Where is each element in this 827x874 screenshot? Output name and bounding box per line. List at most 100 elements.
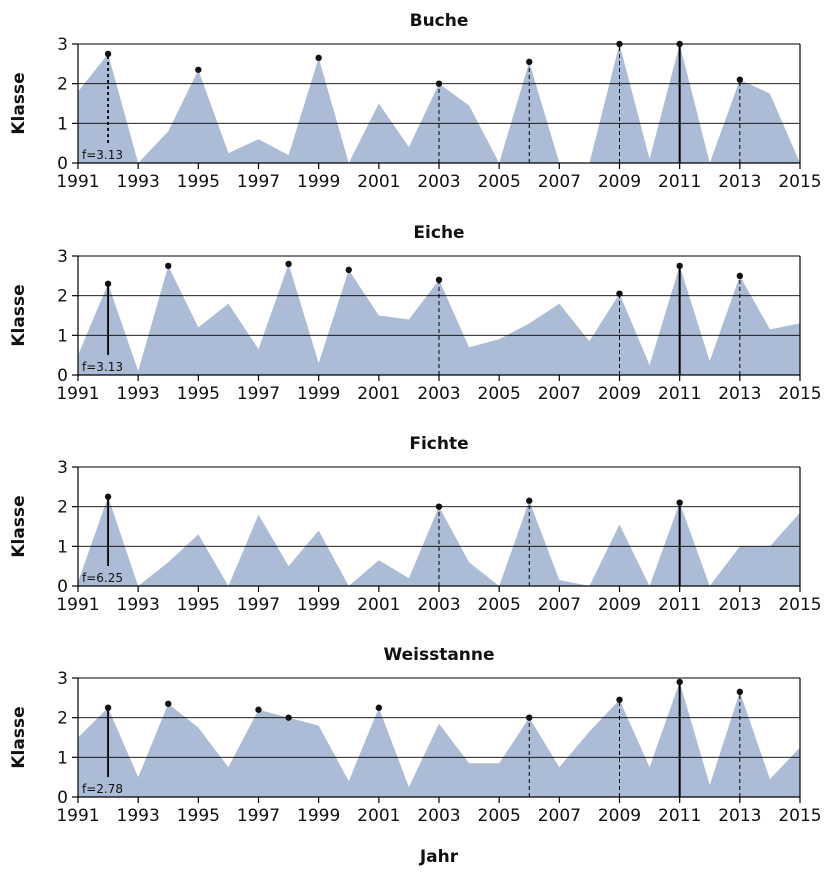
peak-dot	[104, 704, 112, 711]
x-tick-label: 1997	[237, 172, 280, 192]
peak-dot	[616, 40, 623, 48]
x-axis-label: Jahr	[419, 847, 459, 867]
y-tick-label: 3	[57, 669, 68, 689]
x-tick-label: 1991	[56, 384, 99, 404]
peak-dot	[526, 714, 533, 721]
y-tick-label: 3	[57, 247, 68, 267]
x-tick-label: 2005	[478, 595, 521, 615]
x-tick-label: 1993	[117, 384, 160, 404]
x-tick-label: 1999	[297, 172, 340, 192]
peak-dot	[676, 40, 683, 48]
x-tick-label: 2013	[718, 172, 761, 192]
x-tick-label: 2011	[658, 384, 701, 404]
x-tick-label: 1997	[237, 595, 280, 615]
x-tick-label: 2007	[538, 595, 581, 615]
x-tick-label: 2011	[658, 806, 701, 826]
f-annotation: f=3.13	[82, 360, 123, 374]
y-tick-label: 1	[57, 114, 68, 134]
peak-dot	[736, 272, 744, 280]
x-tick-label: 2001	[357, 806, 400, 826]
x-tick-label: 2001	[357, 172, 400, 192]
y-tick-label: 1	[57, 748, 68, 768]
x-tick-label: 2007	[538, 806, 581, 826]
x-tick-label: 2005	[478, 172, 521, 192]
peak-dot	[435, 503, 443, 510]
y-axis-label: Klasse	[9, 495, 29, 557]
peak-dot	[375, 704, 383, 711]
peak-dot	[195, 66, 202, 73]
x-tick-label: 1997	[237, 384, 280, 404]
f-annotation: f=6.25	[82, 571, 123, 585]
x-tick-label: 1995	[177, 172, 220, 192]
x-tick-label: 1993	[117, 595, 160, 615]
y-tick-label: 2	[57, 498, 68, 518]
y-tick-label: 0	[57, 788, 68, 808]
y-tick-label: 1	[57, 537, 68, 557]
x-tick-label: 1993	[117, 172, 160, 192]
y-tick-label: 0	[57, 366, 68, 386]
x-tick-label: 2007	[538, 384, 581, 404]
x-tick-label: 2005	[478, 806, 521, 826]
y-tick-label: 0	[57, 154, 68, 174]
peak-dot	[526, 497, 533, 504]
x-tick-label: 2003	[417, 806, 460, 826]
y-axis-label: Klasse	[9, 72, 29, 134]
peak-dot	[676, 678, 683, 686]
x-tick-label: 1991	[56, 595, 99, 615]
peak-dot	[676, 262, 683, 270]
peak-dot	[435, 80, 443, 87]
y-tick-label: 0	[57, 577, 68, 597]
y-axis-label: Klasse	[9, 284, 29, 346]
peak-dot	[104, 280, 112, 287]
peak-dot	[736, 76, 744, 83]
peak-dot	[526, 58, 533, 66]
x-tick-label: 2009	[598, 595, 641, 615]
panel-title: Fichte	[409, 434, 468, 454]
x-tick-label: 2003	[417, 172, 460, 192]
y-tick-label: 3	[57, 35, 68, 55]
panel-title: Buche	[410, 11, 469, 31]
f-annotation: f=2.78	[82, 782, 123, 796]
y-tick-label: 3	[57, 458, 68, 478]
y-tick-label: 1	[57, 326, 68, 346]
x-tick-label: 2009	[598, 806, 641, 826]
x-tick-label: 1995	[177, 384, 220, 404]
x-tick-label: 2013	[718, 384, 761, 404]
y-tick-label: 2	[57, 75, 68, 95]
panel-title: Weisstanne	[383, 645, 494, 665]
x-tick-label: 1995	[177, 595, 220, 615]
x-tick-label: 2005	[478, 384, 521, 404]
x-tick-label: 1997	[237, 806, 280, 826]
x-tick-label: 2009	[598, 172, 641, 192]
y-tick-label: 2	[57, 709, 68, 729]
x-tick-label: 1999	[297, 595, 340, 615]
x-tick-label: 1995	[177, 806, 220, 826]
x-tick-label: 1991	[56, 172, 99, 192]
x-tick-label: 2011	[658, 172, 701, 192]
panel-title: Eiche	[413, 223, 464, 243]
x-tick-label: 2015	[778, 384, 821, 404]
peak-dot	[616, 696, 623, 704]
x-tick-label: 2003	[417, 384, 460, 404]
peak-dot	[165, 262, 172, 270]
x-tick-label: 1999	[297, 384, 340, 404]
f-annotation: f=3.13	[82, 148, 123, 162]
peak-dot	[255, 706, 262, 713]
peak-dot	[104, 50, 112, 58]
peak-dot	[104, 493, 112, 500]
x-tick-label: 2015	[778, 595, 821, 615]
y-axis-label: Klasse	[9, 706, 29, 768]
x-tick-label: 2015	[778, 806, 821, 826]
x-tick-label: 2015	[778, 172, 821, 192]
x-tick-label: 2001	[357, 384, 400, 404]
peak-dot	[285, 260, 292, 268]
peak-dot	[315, 54, 322, 62]
peak-dot	[676, 499, 683, 506]
peak-dot	[285, 714, 292, 721]
x-tick-label: 2007	[538, 172, 581, 192]
peak-dot	[736, 688, 744, 696]
area-series	[78, 263, 800, 375]
peak-dot	[165, 700, 172, 707]
x-tick-label: 1991	[56, 806, 99, 826]
